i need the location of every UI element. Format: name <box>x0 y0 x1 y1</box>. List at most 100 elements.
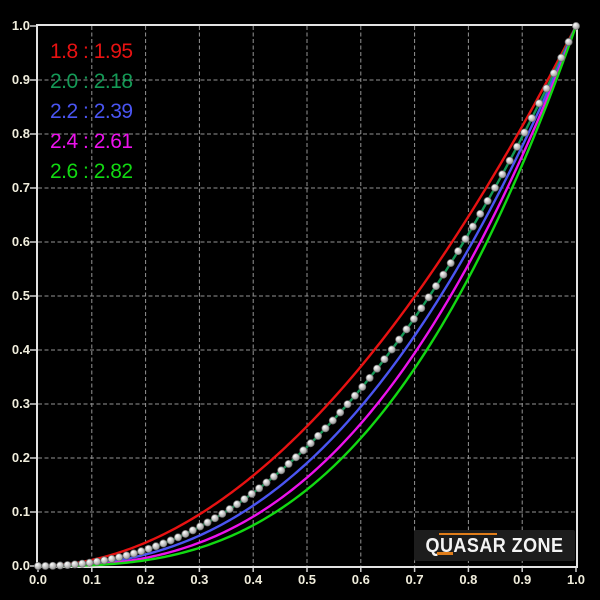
measured-point <box>100 556 109 565</box>
measured-point <box>107 554 116 563</box>
measured-point <box>535 99 544 108</box>
measured-point <box>328 416 337 425</box>
x-tick-label: 0.4 <box>244 572 263 587</box>
measured-point <box>166 536 175 545</box>
measured-point <box>476 209 485 218</box>
measured-point <box>181 529 190 538</box>
measured-point <box>373 364 381 373</box>
measured-point <box>498 170 507 179</box>
x-tick-label: 0.0 <box>28 572 48 587</box>
measured-point <box>284 459 293 468</box>
measured-point <box>210 514 219 523</box>
measured-point <box>432 282 440 291</box>
measured-point <box>70 560 79 569</box>
x-tick-label: 0.9 <box>513 572 532 587</box>
measured-point <box>151 542 160 551</box>
measured-point <box>115 553 124 562</box>
y-tick-label: 0.5 <box>11 288 30 303</box>
legend-item-gamma-2.6: 2.6 : 2.82 <box>50 160 133 183</box>
measured-point <box>417 304 426 313</box>
measured-point <box>314 431 323 440</box>
measured-point <box>505 156 514 165</box>
x-tick-label: 0.7 <box>405 572 424 587</box>
measured-point <box>395 335 404 344</box>
measured-point <box>542 84 551 93</box>
measured-point <box>424 293 433 302</box>
measured-point <box>490 183 499 192</box>
measured-point <box>34 562 42 570</box>
gamma-curve-2.6 <box>36 24 578 568</box>
measured-point <box>291 453 300 462</box>
measured-point <box>513 142 521 151</box>
measured-point <box>454 247 463 256</box>
measured-point <box>174 533 182 542</box>
measured-point <box>85 558 94 567</box>
x-tick-label: 0.2 <box>136 572 155 587</box>
measured-point <box>78 559 87 568</box>
measured-point <box>262 478 271 487</box>
measured-point <box>365 373 374 382</box>
measured-point <box>196 522 205 531</box>
y-tick-label: 0.0 <box>11 558 30 573</box>
quasarzone-logo: QUASAR ZONE <box>414 530 575 561</box>
measured-point <box>572 22 580 30</box>
measured-point <box>557 53 566 62</box>
measured-point <box>225 505 234 514</box>
measured-point <box>409 314 418 323</box>
measured-point <box>41 562 50 570</box>
legend-item-gamma-2.4: 2.4 : 2.61 <box>50 130 133 153</box>
measured-point <box>483 196 492 205</box>
measured-point <box>159 539 168 548</box>
x-tick-label: 1.0 <box>566 572 586 587</box>
measured-point <box>144 544 153 553</box>
legend-item-gamma-1.8: 1.8 : 1.95 <box>50 40 133 63</box>
measured-point <box>380 355 389 364</box>
measured-point <box>277 466 286 475</box>
measured-point <box>93 557 101 566</box>
gamma-curve-1.8 <box>36 24 578 568</box>
measured-point <box>358 382 367 391</box>
x-tick-label: 0.1 <box>82 572 101 587</box>
y-tick-label: 0.4 <box>11 342 30 357</box>
x-tick-label: 0.6 <box>351 572 370 587</box>
measured-point <box>402 325 411 334</box>
y-tick-label: 0.7 <box>11 180 30 195</box>
measured-point <box>520 128 529 137</box>
measured-point <box>387 345 396 354</box>
measured-point <box>461 234 470 243</box>
measured-point <box>188 526 197 535</box>
x-tick-label: 0.8 <box>459 572 478 587</box>
measured-point <box>122 551 131 560</box>
measured-point <box>203 518 212 527</box>
measured-point <box>233 500 241 509</box>
measured-point <box>439 270 448 279</box>
y-tick-label: 1.0 <box>11 18 30 33</box>
measured-point <box>336 408 345 417</box>
measured-point <box>63 561 72 569</box>
legend-item-gamma-2.0: 2.0 : 2.18 <box>50 70 133 93</box>
measured-point <box>247 489 256 498</box>
measured-point <box>255 484 264 493</box>
y-tick-label: 0.3 <box>11 396 30 411</box>
plot-border <box>36 24 578 568</box>
measured-point <box>564 38 573 46</box>
measured-point <box>527 114 536 123</box>
measured-point <box>240 495 249 504</box>
measured-point <box>549 69 558 78</box>
measured-point <box>468 222 477 231</box>
measured-point <box>350 391 359 400</box>
measured-point <box>137 547 146 556</box>
gamma-curve-2.4 <box>36 24 578 568</box>
measured-point <box>56 561 65 570</box>
measured-point <box>321 424 330 433</box>
measured-point <box>299 446 308 455</box>
measured-point <box>269 472 278 481</box>
x-tick-label: 0.3 <box>190 572 209 587</box>
legend: 1.8 : 1.95 2.0 : 2.18 2.2 : 2.39 2.4 : 2… <box>50 37 133 187</box>
logo-accent-topbar <box>439 533 497 535</box>
y-tick-label: 0.9 <box>11 72 30 87</box>
measured-point <box>129 549 138 558</box>
measured-points <box>34 22 580 570</box>
